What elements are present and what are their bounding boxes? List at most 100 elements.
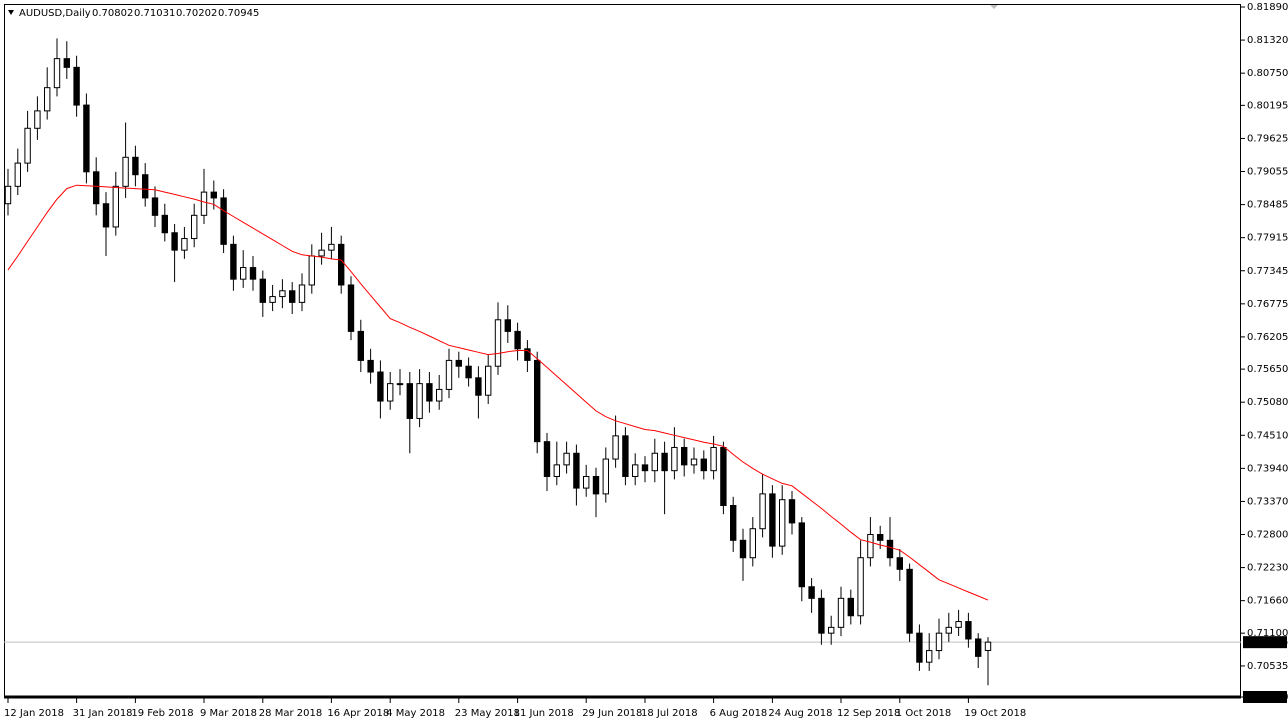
candle-body	[602, 458, 609, 495]
candle-body	[837, 597, 845, 628]
candle-body	[181, 238, 188, 251]
y-tick-label: 0.74510	[1247, 430, 1288, 441]
candle-body	[240, 267, 247, 280]
header-arrow	[8, 10, 14, 15]
candle-body	[622, 435, 629, 477]
y-tick-label: 0.79625	[1247, 133, 1288, 144]
candle-body	[34, 110, 41, 129]
candle-body	[984, 641, 992, 651]
candle-body	[906, 568, 913, 634]
header-high: 0.71031	[134, 8, 175, 19]
candle-body	[24, 127, 31, 164]
y-tick-label: 0.75650	[1247, 364, 1288, 375]
candle-body	[93, 171, 100, 205]
candle-body	[759, 493, 766, 530]
candle-body	[230, 243, 237, 280]
candle-body	[612, 435, 619, 460]
candle-body	[916, 632, 923, 663]
candle-body	[896, 557, 903, 570]
shift-marker	[990, 5, 998, 9]
candle-body	[534, 359, 541, 443]
candle-body	[867, 534, 874, 559]
x-tick-label: 12 Sep 2018	[837, 708, 900, 719]
candle-body	[396, 383, 404, 386]
candle-body	[112, 185, 119, 228]
x-tick-label: 29 Jun 2018	[582, 708, 642, 719]
candle-body	[318, 249, 325, 257]
candle-body	[818, 597, 825, 634]
candle-body	[377, 371, 384, 402]
candle-body	[387, 383, 394, 402]
candle-body	[543, 441, 551, 477]
x-tick-label: 6 Aug 2018	[710, 708, 768, 719]
candle-body	[416, 383, 423, 419]
x-tick-label: 19 Feb 2018	[131, 708, 193, 719]
candle-body	[347, 284, 355, 332]
x-tick-label: 18 Jul 2018	[641, 708, 698, 719]
candle-body	[681, 446, 688, 466]
candle-body	[769, 493, 776, 547]
candle-body	[210, 191, 217, 199]
header-low: 0.70202	[176, 8, 217, 19]
candle-body	[102, 203, 110, 228]
candle-body	[671, 446, 678, 472]
candle-body	[632, 464, 639, 477]
y-tick-label: 0.73370	[1247, 496, 1288, 507]
y-tick-label: 0.80750	[1247, 68, 1288, 79]
candle-body	[730, 504, 737, 541]
candle-body	[749, 528, 756, 559]
candle-body	[367, 359, 374, 373]
candle-body	[465, 365, 472, 379]
candle-body	[455, 359, 462, 367]
candle-body	[828, 626, 835, 634]
candle-body	[886, 539, 894, 559]
candle-body	[220, 197, 227, 245]
candle-body	[788, 499, 796, 524]
moving-average	[7, 184, 989, 601]
candle-body	[357, 330, 364, 361]
y-tick-label: 0.79055	[1247, 167, 1288, 178]
candle-body	[779, 499, 786, 547]
candle-body	[406, 383, 413, 419]
candle-body	[200, 191, 208, 216]
candle-body	[83, 104, 90, 173]
candle-body	[191, 214, 198, 240]
candle-body	[563, 452, 570, 466]
candle-body	[583, 475, 590, 489]
x-tick-label: 31 Jan 2018	[73, 708, 133, 719]
candle-body	[122, 156, 129, 187]
candle-body	[808, 586, 815, 599]
y-tick-label: 0.73940	[1247, 463, 1288, 474]
y-tick-label: 0.81320	[1247, 35, 1288, 46]
candle-body	[475, 377, 482, 396]
candle-body	[641, 464, 649, 472]
candle-body	[14, 162, 21, 187]
candle-body	[975, 638, 982, 657]
candle-body	[269, 296, 276, 303]
y-tick-label: 0.71660	[1247, 596, 1288, 607]
candle-body	[445, 359, 453, 390]
candle-body	[63, 58, 70, 68]
candle-body	[504, 319, 511, 332]
candle-body	[132, 156, 139, 176]
candle-body	[485, 365, 492, 396]
x-tick-label: 24 Aug 2018	[768, 708, 832, 719]
candle-body	[955, 621, 962, 628]
current-price-box	[1243, 636, 1287, 649]
candle-body	[142, 174, 149, 199]
candle-body	[338, 243, 345, 286]
y-tick-label: 0.77345	[1247, 266, 1288, 277]
candle-body	[44, 87, 51, 112]
candle-body	[661, 452, 668, 472]
candle-body	[926, 650, 933, 663]
candle-body	[4, 185, 12, 205]
candle-body	[553, 464, 560, 477]
y-tick-label: 0.75080	[1247, 397, 1288, 408]
candle-body	[592, 475, 600, 495]
candle-body	[161, 214, 168, 234]
candle-body	[847, 597, 854, 617]
candle-body	[739, 539, 747, 559]
candle-body	[573, 452, 580, 489]
candle-body	[73, 66, 80, 106]
